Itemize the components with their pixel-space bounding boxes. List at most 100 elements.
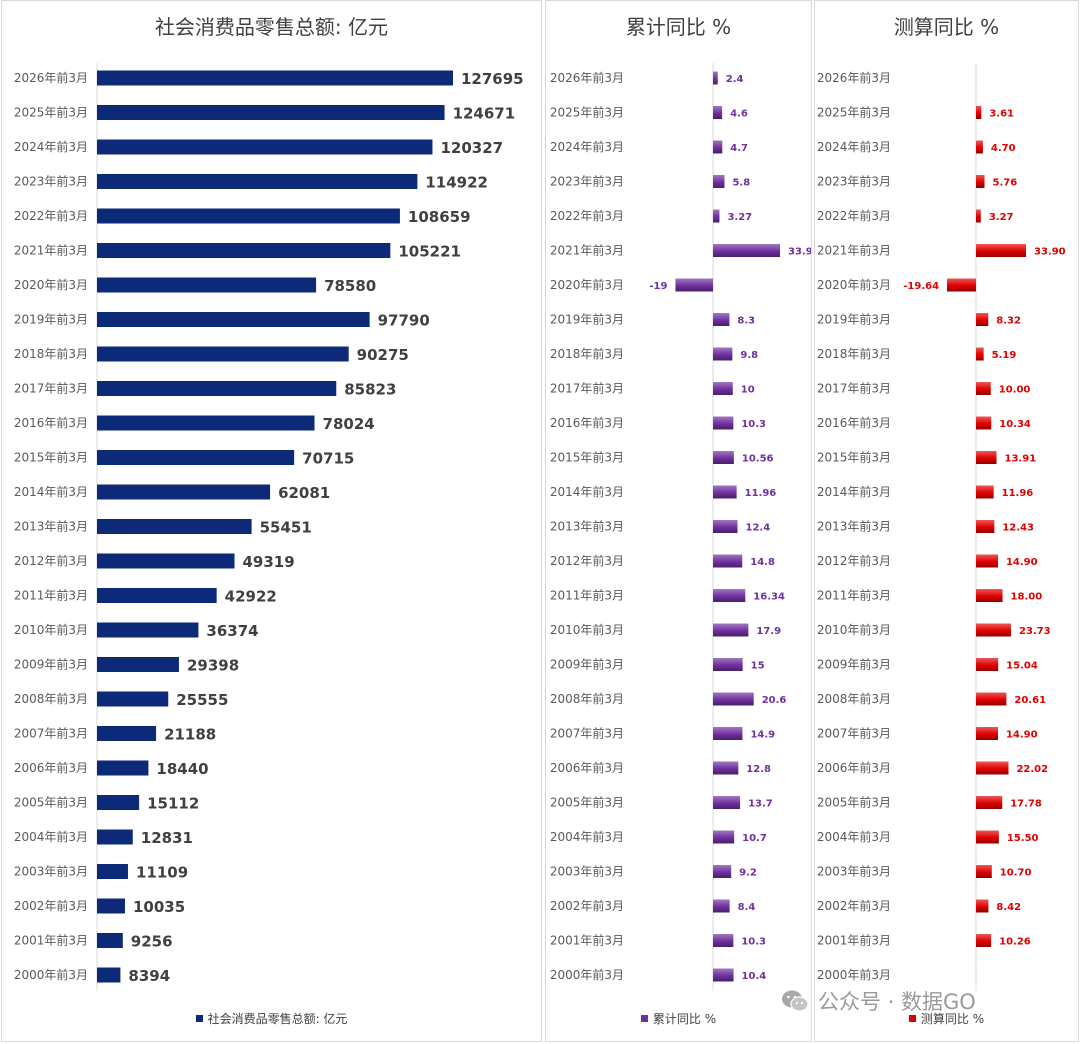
legend-swatch (908, 1015, 916, 1022)
category-label: 2020年前3月 (817, 277, 891, 292)
category-label: 2017年前3月 (550, 381, 624, 396)
bar (713, 520, 738, 533)
bar (97, 346, 349, 362)
bar (97, 208, 400, 224)
category-label: 2013年前3月 (550, 519, 624, 534)
legend-label: 测算同比 % (920, 1012, 985, 1026)
data-label: 3.61 (989, 109, 1014, 120)
data-label: 4.6 (730, 109, 748, 120)
data-label: 3.27 (727, 212, 752, 223)
data-label: 23.73 (1019, 626, 1051, 637)
data-label: 85823 (344, 381, 396, 399)
category-label: 2010年前3月 (817, 622, 891, 637)
category-label: 2019年前3月 (14, 312, 88, 327)
category-label: 2007年前3月 (550, 726, 624, 741)
data-label: 10.7 (742, 833, 767, 844)
bar (97, 657, 179, 672)
category-label: 2012年前3月 (817, 553, 891, 568)
legend-estimated-yoy: 测算同比 % (815, 1010, 1078, 1027)
data-label: 9.8 (740, 350, 758, 361)
category-label: 2003年前3月 (14, 864, 88, 879)
bar (976, 761, 1009, 775)
bar (976, 175, 985, 188)
data-label: 8.32 (996, 316, 1021, 327)
data-label: 15 (751, 661, 765, 672)
bar (97, 760, 149, 776)
category-label: 2023年前3月 (550, 174, 624, 189)
category-label: 2009年前3月 (14, 657, 88, 672)
bar (97, 967, 121, 983)
data-label: 8.3 (737, 316, 755, 327)
bar (97, 139, 433, 155)
data-label: 78580 (324, 277, 376, 295)
data-label: 12831 (141, 829, 193, 847)
data-label: 20.61 (1014, 695, 1046, 706)
category-label: 2001年前3月 (14, 933, 88, 948)
category-label: 2014年前3月 (14, 484, 88, 499)
data-label: 49319 (242, 553, 294, 571)
data-label: 22.02 (1016, 764, 1048, 775)
bar (97, 105, 445, 120)
bar (97, 415, 315, 431)
bar (976, 209, 981, 223)
data-label: 9256 (131, 933, 173, 951)
category-label: 2003年前3月 (550, 864, 624, 879)
bar (713, 727, 743, 740)
bar (713, 761, 739, 775)
category-label: 2011年前3月 (817, 588, 891, 603)
data-label: 10.4 (742, 971, 767, 982)
category-label: 2021年前3月 (550, 243, 624, 258)
data-label: 12.4 (746, 523, 771, 534)
category-label: 2026年前3月 (14, 70, 88, 85)
cumulative-yoy-plot: 2026年前3月 2.4 2025年前3月 4.6 2024年前3月 4.7 2023年前3… (550, 63, 811, 991)
watermark: 公众号 · 数据GO (780, 984, 976, 1018)
data-label: 62081 (278, 484, 330, 502)
category-label: 2017年前3月 (14, 381, 88, 396)
bar (675, 278, 713, 292)
data-label: 124671 (453, 105, 516, 123)
bar (713, 209, 720, 223)
bar (97, 381, 337, 396)
category-label: 2000年前3月 (550, 967, 624, 982)
data-label: 14.9 (750, 730, 775, 741)
data-label: 11.96 (1002, 488, 1034, 499)
category-label: 2004年前3月 (817, 829, 891, 844)
category-label: 2025年前3月 (14, 105, 88, 120)
legend-cumulative-yoy: 累计同比 % (546, 1010, 811, 1027)
watermark-text: 公众号 · 数据GO (818, 990, 976, 1014)
data-label: 97790 (378, 312, 430, 330)
data-label: 114922 (425, 174, 488, 192)
data-label: 11109 (136, 864, 188, 882)
bar (97, 795, 140, 810)
data-label: 3.27 (989, 212, 1014, 223)
data-label: 36374 (206, 622, 258, 640)
data-label: -19 (649, 281, 667, 292)
category-label: 2022年前3月 (14, 208, 88, 223)
category-label: 2004年前3月 (14, 829, 88, 844)
bar (976, 140, 983, 154)
bar (97, 484, 271, 500)
data-label: 14.90 (1006, 557, 1038, 568)
category-label: 2009年前3月 (817, 657, 891, 672)
bar (976, 106, 982, 119)
data-label: 90275 (357, 346, 409, 364)
data-label: 10035 (133, 898, 185, 916)
data-label: 15.50 (1007, 833, 1039, 844)
category-label: 2014年前3月 (817, 484, 891, 499)
bar (97, 691, 169, 707)
category-label: 2017年前3月 (817, 381, 891, 396)
category-label: 2012年前3月 (550, 553, 624, 568)
data-label: 12.43 (1002, 523, 1034, 534)
data-label: 15.04 (1006, 661, 1038, 672)
category-label: 2010年前3月 (550, 622, 624, 637)
category-label: 2000年前3月 (817, 967, 891, 982)
data-label: 9.2 (739, 868, 757, 879)
wechat-icon (782, 990, 809, 1012)
bar (713, 589, 746, 602)
category-label: 2018年前3月 (550, 346, 624, 361)
bar (97, 70, 453, 86)
data-label: 8.4 (738, 902, 756, 913)
legend-label: 社会消费品零售总额: 亿元 (207, 1012, 348, 1026)
category-label: 2020年前3月 (14, 277, 88, 292)
bar (976, 830, 999, 844)
